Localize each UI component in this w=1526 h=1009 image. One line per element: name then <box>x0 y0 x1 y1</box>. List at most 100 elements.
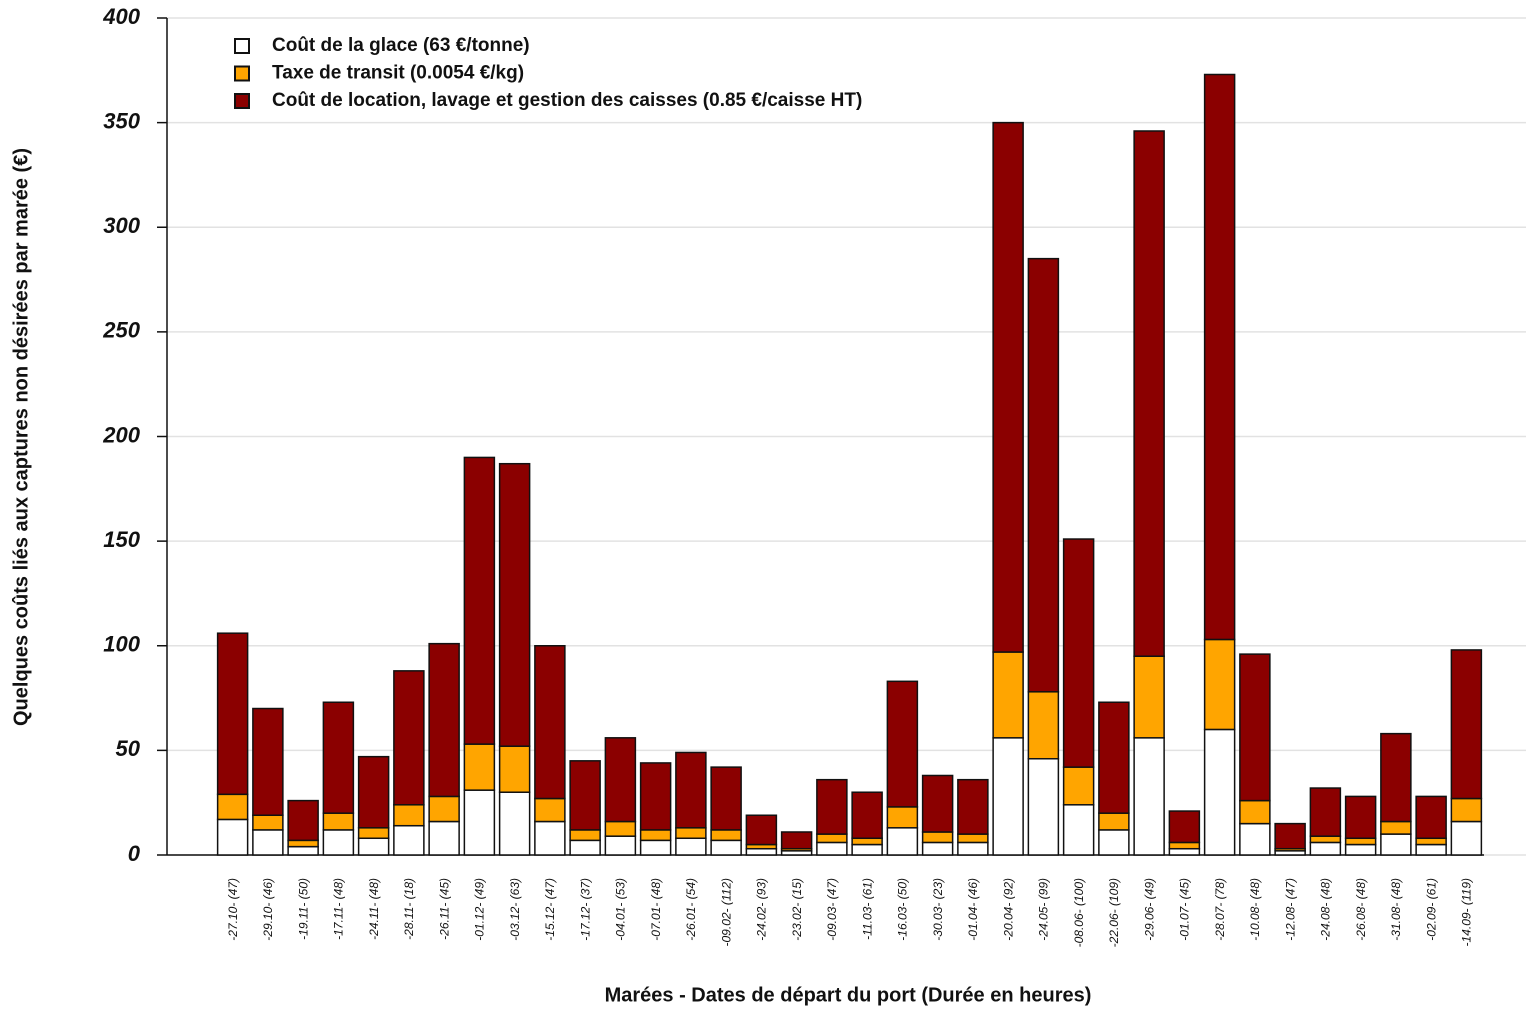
bar-segment <box>1098 812 1130 831</box>
y-tick-label: 0 <box>128 841 141 866</box>
bar-segment <box>393 670 425 806</box>
bar-segment <box>992 737 1024 856</box>
bar-segment <box>1168 810 1201 844</box>
bar-segment <box>886 680 919 808</box>
bar-segment <box>428 795 460 823</box>
x-tick-label: -10.08- (48) <box>1248 878 1262 941</box>
bar-segment <box>393 824 425 856</box>
bar-segment <box>886 827 919 856</box>
bar-segment <box>1344 843 1377 856</box>
bar-segment <box>604 737 637 823</box>
bar-segment <box>463 789 496 856</box>
y-tick-label: 200 <box>102 422 140 447</box>
legend-swatch <box>234 38 250 54</box>
bar-segment <box>463 456 496 745</box>
bar-segment <box>252 829 284 856</box>
x-tick-label: -12.08- (47) <box>1283 878 1297 941</box>
y-tick-label: 400 <box>102 4 140 29</box>
x-tick-label: -16.03- (50) <box>896 878 910 941</box>
x-tick-label: -26.11- (45) <box>437 878 451 940</box>
bar-segment <box>1239 822 1271 856</box>
x-tick-label: -03.12- (63) <box>508 878 522 941</box>
bar-segment <box>780 831 813 850</box>
bar-segment <box>1168 847 1201 856</box>
bar-segment <box>357 827 390 840</box>
y-tick-label: 350 <box>103 108 140 133</box>
x-tick-label: -11.03- (61) <box>860 878 874 940</box>
legend-label: Coût de location, lavage et gestion des … <box>272 90 862 111</box>
bar-segment <box>1309 787 1342 837</box>
bar-segment <box>1450 797 1483 823</box>
bar-segment <box>639 829 672 842</box>
x-tick-label: -28.11- (18) <box>402 878 416 940</box>
bar-segment <box>604 835 637 856</box>
x-tick-label: -26.01- (54) <box>684 878 698 941</box>
bar-segment <box>1380 833 1412 856</box>
x-tick-label: -14.09- (119) <box>1460 878 1474 946</box>
bar-segment <box>1309 841 1342 856</box>
bar-segment <box>534 820 566 856</box>
bar-segment <box>921 841 954 856</box>
x-tick-label: -01.07- (45) <box>1178 878 1192 941</box>
legend-swatch <box>234 65 250 82</box>
bar-segment <box>886 806 919 829</box>
bar-segment <box>463 743 496 791</box>
bar-segment <box>1098 701 1130 814</box>
bar-segment <box>534 797 566 823</box>
y-tick-label: 300 <box>103 213 140 238</box>
bar-segment <box>710 766 742 831</box>
bar-segment <box>216 818 249 856</box>
bar-segment <box>745 814 778 846</box>
bar-segment <box>393 804 425 827</box>
x-tick-label: -29.10- (46) <box>261 878 275 941</box>
bar-segment <box>1344 795 1377 840</box>
bar-segment <box>1203 728 1236 856</box>
bar-segment <box>1168 841 1201 850</box>
bar-segment <box>1415 843 1447 856</box>
bar-segment <box>569 829 601 842</box>
x-tick-label: -04.01- (53) <box>614 878 628 941</box>
x-axis-title: Marées - Dates de départ du port (Durée … <box>605 984 1092 1006</box>
bar-segment <box>992 651 1024 739</box>
bar-segment <box>921 774 954 833</box>
bar-segment <box>851 791 883 840</box>
bar-segment <box>252 814 284 831</box>
bar-segment <box>851 843 883 856</box>
x-tick-label: -28.07- (78) <box>1213 878 1227 941</box>
x-tick-label: -17.12- (37) <box>578 878 592 941</box>
x-tick-label: -30.03- (23) <box>931 878 945 941</box>
bar-segment <box>1133 655 1165 739</box>
bar-segment <box>1450 649 1483 800</box>
bar-segment <box>1098 829 1130 856</box>
bar-segment <box>322 701 355 814</box>
bar-segment <box>287 839 319 848</box>
bar-segment <box>710 839 742 856</box>
bar-segment <box>816 841 848 856</box>
x-tick-label: -23.02- (15) <box>790 878 804 941</box>
x-tick-label: -29.06- (49) <box>1142 878 1156 941</box>
x-tick-label: -22.06- (109) <box>1107 878 1121 947</box>
x-tick-label: -08.06- (100) <box>1072 878 1086 947</box>
y-tick-label: 50 <box>116 736 141 761</box>
bar-segment <box>745 847 778 856</box>
x-tick-label: -24.08- (48) <box>1319 878 1333 941</box>
bar-segment <box>1062 804 1095 856</box>
bar-segment <box>1239 799 1271 825</box>
bar-segment <box>428 642 460 798</box>
x-tick-label: -24.11- (48) <box>367 878 381 940</box>
bar-segment <box>322 829 355 856</box>
x-tick-label: -01.12- (49) <box>473 878 487 941</box>
bar-segment <box>498 745 531 793</box>
y-tick-label: 100 <box>103 632 140 657</box>
bar-segment <box>287 799 319 842</box>
x-tick-label: -20.04- (92) <box>1001 878 1015 941</box>
x-tick-label: -26.08- (48) <box>1354 878 1368 941</box>
bar-segment <box>569 839 601 856</box>
x-tick-label: -09.02- (112) <box>719 878 733 946</box>
bar-segment <box>1380 732 1412 823</box>
bar-segment <box>534 645 566 800</box>
bar-segment <box>1027 257 1060 693</box>
bar-segment <box>992 121 1024 653</box>
bar-segment <box>216 793 249 821</box>
